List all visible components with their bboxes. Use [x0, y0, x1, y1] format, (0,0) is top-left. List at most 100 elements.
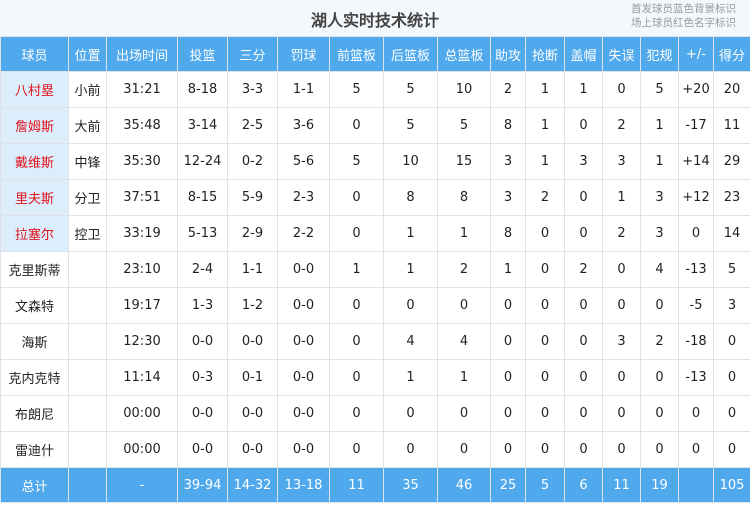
stat-cell: 2	[525, 179, 565, 216]
stat-cell: 3	[640, 215, 679, 252]
player-name[interactable]: 海斯	[0, 323, 69, 360]
stat-cell	[68, 251, 107, 288]
stat-cell: 0	[640, 431, 679, 468]
column-header[interactable]: 球员	[0, 36, 69, 72]
stat-cell: 0	[564, 323, 603, 360]
stat-cell: 0	[564, 359, 603, 396]
stat-cell: 19:17	[106, 287, 178, 324]
player-name[interactable]: 布朗尼	[0, 395, 69, 432]
stat-cell: 2	[437, 251, 491, 288]
player-name[interactable]: 雷迪什	[0, 431, 69, 468]
stat-cell: 0-0	[227, 395, 278, 432]
column-header[interactable]: 总篮板	[437, 36, 491, 72]
stat-cell: 3	[602, 323, 641, 360]
stat-cell: 5	[329, 143, 384, 180]
total-cell: 39-94	[177, 467, 228, 503]
column-header[interactable]: 投篮	[177, 36, 228, 72]
stat-cell: 0	[490, 431, 526, 468]
stat-cell: 35:30	[106, 143, 178, 180]
stat-cell: 0	[490, 359, 526, 396]
stat-cell: 1	[437, 359, 491, 396]
total-cell	[678, 467, 714, 503]
player-name[interactable]: 文森特	[0, 287, 69, 324]
stat-cell: 小前	[68, 71, 107, 108]
column-header[interactable]: 得分	[713, 36, 750, 72]
stat-cell: 0	[525, 251, 565, 288]
total-cell: 11	[329, 467, 384, 503]
column-header[interactable]: 前篮板	[329, 36, 384, 72]
column-header[interactable]: 盖帽	[564, 36, 603, 72]
stat-cell: 中锋	[68, 143, 107, 180]
total-cell: 11	[602, 467, 641, 503]
stat-cell: 0	[383, 431, 438, 468]
player-name[interactable]: 戴维斯	[0, 143, 69, 180]
stat-cell: 1-3	[177, 287, 228, 324]
column-header[interactable]: 抢断	[525, 36, 565, 72]
column-header[interactable]: +/-	[678, 36, 714, 72]
stat-cell: 3	[713, 287, 750, 324]
stat-cell: 12:30	[106, 323, 178, 360]
column-header[interactable]: 助攻	[490, 36, 526, 72]
stat-cell: 23:10	[106, 251, 178, 288]
stat-cell: 0-2	[227, 143, 278, 180]
player-row: 雷迪什 00:00 0-0 0-0 0-0 0 0 0 0 0 0 0 0 0 0	[0, 431, 750, 468]
stat-cell: 0	[329, 359, 384, 396]
stat-cell: 0	[564, 215, 603, 252]
stat-cell: 0	[564, 179, 603, 216]
stat-cell: 0	[437, 395, 491, 432]
player-name[interactable]: 八村塁	[0, 71, 69, 108]
stat-cell: 1	[383, 215, 438, 252]
player-name[interactable]: 克内克特	[0, 359, 69, 396]
stat-cell: 控卫	[68, 215, 107, 252]
stat-cell: 0	[602, 395, 641, 432]
player-row: 文森特 19:17 1-3 1-2 0-0 0 0 0 0 0 0 0 0 -5 3	[0, 287, 750, 324]
column-header[interactable]: 犯规	[640, 36, 679, 72]
stat-cell: 1	[437, 215, 491, 252]
player-name[interactable]: 里夫斯	[0, 179, 69, 216]
stat-cell: 14	[713, 215, 750, 252]
stat-cell: 5-6	[277, 143, 330, 180]
stat-cell: 2	[602, 107, 641, 144]
stat-cell: 0-0	[177, 395, 228, 432]
stat-cell: +20	[678, 71, 714, 108]
stat-cell: 0	[640, 395, 679, 432]
player-name[interactable]: 拉塞尔	[0, 215, 69, 252]
stat-cell: 0	[713, 323, 750, 360]
stat-cell: -18	[678, 323, 714, 360]
stat-cell: 0	[525, 431, 565, 468]
stat-cell: 37:51	[106, 179, 178, 216]
stat-cell: 2	[490, 71, 526, 108]
stat-cell: 15	[437, 143, 491, 180]
column-header[interactable]: 罚球	[277, 36, 330, 72]
stat-cell: 0-0	[227, 323, 278, 360]
stat-cell: 0	[678, 431, 714, 468]
stat-cell: 1	[525, 107, 565, 144]
player-name[interactable]: 詹姆斯	[0, 107, 69, 144]
stat-cell: 1-1	[227, 251, 278, 288]
column-header[interactable]: 三分	[227, 36, 278, 72]
stat-cell: 5	[383, 71, 438, 108]
player-row: 八村塁 小前 31:21 8-18 3-3 1-1 5 5 10 2 1 1 0 5 +20 20	[0, 71, 750, 108]
stat-cell: 0	[383, 395, 438, 432]
stat-cell: 11:14	[106, 359, 178, 396]
stat-cell: 35:48	[106, 107, 178, 144]
header-bar: 湖人实时技术统计 首发球员蓝色背景标识 场上球员红色名字标识	[0, 0, 750, 36]
column-header[interactable]: 失误	[602, 36, 641, 72]
stat-cell: 8	[490, 107, 526, 144]
total-cell: 46	[437, 467, 491, 503]
stat-cell: 0-0	[277, 251, 330, 288]
stat-cell: 0	[329, 323, 384, 360]
player-row: 海斯 12:30 0-0 0-0 0-0 0 4 4 0 0 0 3 2 -18 0	[0, 323, 750, 360]
stat-cell: 4	[640, 251, 679, 288]
column-header[interactable]: 位置	[68, 36, 107, 72]
stat-cell: 0	[525, 323, 565, 360]
column-header[interactable]: 出场时间	[106, 36, 178, 72]
player-row: 拉塞尔 控卫 33:19 5-13 2-9 2-2 0 1 1 8 0 0 2 3 0 14	[0, 215, 750, 252]
stat-cell	[68, 287, 107, 324]
player-name[interactable]: 克里斯蒂	[0, 251, 69, 288]
column-header[interactable]: 后篮板	[383, 36, 438, 72]
stat-cell: 0-1	[227, 359, 278, 396]
stat-cell: 8	[383, 179, 438, 216]
stat-cell: 31:21	[106, 71, 178, 108]
stat-cell: 0	[490, 395, 526, 432]
